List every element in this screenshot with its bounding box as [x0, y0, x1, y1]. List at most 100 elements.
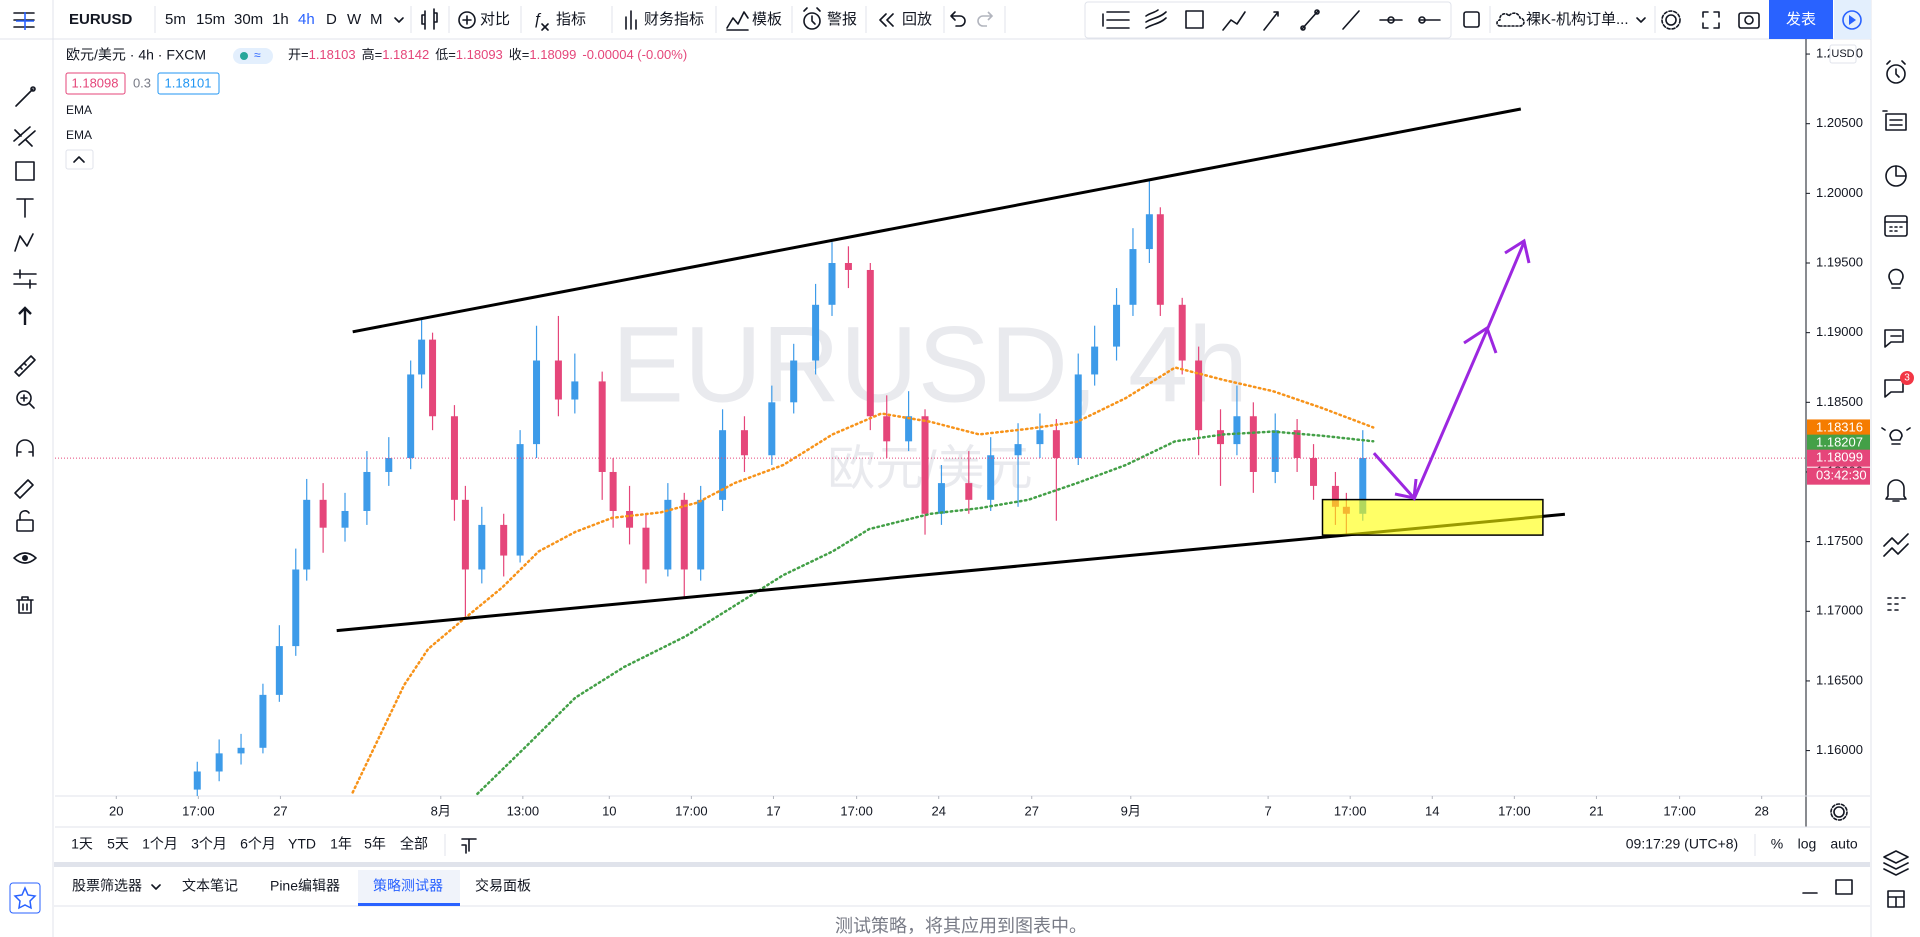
interval[interactable]: 15m [196, 11, 225, 28]
watchlist-icon[interactable] [1882, 110, 1907, 131]
dropdown-icon[interactable] [394, 17, 404, 23]
currency-box[interactable] [1829, 44, 1857, 64]
magnet-tool[interactable] [16, 439, 34, 457]
layout-icon[interactable] [1463, 11, 1480, 28]
chats-icon[interactable] [1884, 379, 1904, 398]
layout-panel-icon[interactable] [1887, 890, 1905, 908]
range-button[interactable]: 6个月 [240, 836, 276, 852]
template-button[interactable]: 模板 [752, 10, 782, 28]
object-tree-icon[interactable] [1883, 850, 1909, 876]
ask-price[interactable]: 1.18101 [165, 75, 212, 90]
layout-name[interactable]: 裸K-机构订单... [1526, 11, 1629, 28]
bid-box[interactable] [65, 72, 126, 95]
interval[interactable]: 30m [234, 11, 263, 28]
range-button[interactable]: 3个月 [191, 836, 227, 852]
prediction-tool[interactable] [13, 269, 37, 289]
range-button[interactable]: 全部 [400, 836, 428, 852]
interval[interactable]: M [370, 11, 383, 28]
shape-tool[interactable] [15, 161, 35, 181]
template-icon[interactable] [726, 11, 749, 31]
dropdown-icon[interactable] [151, 884, 161, 890]
calendar-icon[interactable] [1884, 215, 1908, 237]
chat-icon[interactable] [1884, 329, 1904, 348]
order-panel-icon[interactable] [1887, 597, 1906, 611]
publish-button[interactable] [1769, 0, 1833, 39]
clock[interactable]: 09:17:29 (UTC+8) [1626, 836, 1738, 852]
fullscreen-icon[interactable] [1702, 11, 1720, 29]
financials-icon[interactable] [625, 10, 637, 30]
publish-label[interactable]: 发表 [1786, 11, 1816, 28]
axis-settings-icon[interactable] [1833, 806, 1845, 818]
crosshair-tool[interactable] [16, 12, 34, 30]
notifications-icon[interactable] [1885, 479, 1907, 502]
streams-icon[interactable] [1881, 427, 1911, 445]
dropdown-icon[interactable] [1636, 17, 1646, 23]
trendline-tool[interactable] [15, 88, 34, 107]
range-button[interactable]: YTD [288, 836, 316, 852]
zoom-tool[interactable] [16, 390, 32, 406]
range-button[interactable]: 5年 [364, 836, 386, 852]
draw-mode-tool[interactable] [14, 479, 34, 499]
drawing-tool[interactable] [1342, 10, 1360, 30]
favorites-button[interactable] [9, 882, 41, 914]
drawing-tool[interactable] [1102, 11, 1130, 29]
indicator-name[interactable]: EMA [66, 128, 92, 142]
menu-icon[interactable] [13, 12, 35, 28]
financials-button[interactable]: 财务指标 [644, 11, 704, 28]
log-toggle[interactable]: log [1798, 836, 1817, 852]
indicators-button[interactable]: 指标 [556, 11, 586, 28]
replay-icon[interactable] [879, 13, 894, 27]
collapse-button[interactable] [65, 149, 94, 170]
zone-rectangle[interactable] [1321, 498, 1544, 536]
interval[interactable]: D [326, 11, 337, 28]
drawing-tool[interactable] [1222, 11, 1246, 31]
interval[interactable]: W [347, 11, 362, 28]
drawing-tool[interactable] [1185, 10, 1204, 29]
drawing-tool[interactable] [1145, 9, 1167, 29]
panel-tab[interactable]: 文本笔记 [182, 878, 238, 894]
delete-tool[interactable] [16, 596, 34, 614]
cloud-icon[interactable] [1496, 12, 1525, 27]
pattern-tool[interactable] [14, 233, 34, 252]
ruler-tool[interactable] [14, 355, 36, 377]
snapshot-icon[interactable] [1738, 12, 1760, 29]
range-button[interactable]: 1年 [330, 836, 352, 852]
range-button[interactable]: 1个月 [142, 836, 178, 852]
maximize-icon[interactable] [1835, 879, 1853, 895]
chart-type-icon[interactable] [421, 8, 438, 30]
alerts-icon[interactable] [1886, 64, 1906, 84]
alert-button[interactable]: 警报 [827, 11, 857, 28]
replay-button[interactable]: 回放 [902, 11, 932, 28]
lock-tool[interactable] [16, 519, 34, 532]
drawing-tool[interactable] [1263, 11, 1279, 31]
ideas-icon[interactable] [1888, 268, 1904, 289]
active-tab[interactable] [358, 870, 460, 906]
interval-active[interactable]: 4h [298, 11, 315, 28]
interval[interactable]: 5m [165, 11, 186, 28]
redo-icon[interactable] [977, 11, 994, 27]
panel-tab[interactable]: 交易面板 [475, 878, 531, 894]
auto-toggle[interactable]: auto [1830, 836, 1857, 852]
text-tool[interactable] [16, 198, 34, 218]
hotlist-icon[interactable] [1883, 533, 1909, 557]
projection-path[interactable] [1372, 240, 1526, 502]
panel-tab-active[interactable]: 策略测试器 [373, 878, 443, 894]
alert-icon[interactable] [803, 12, 821, 30]
visibility-tool[interactable] [13, 552, 37, 564]
pitchfork-tool[interactable] [13, 126, 36, 147]
interval[interactable]: 1h [272, 11, 289, 28]
range-button[interactable]: 5天 [107, 836, 129, 852]
settings-icon[interactable] [1665, 14, 1677, 26]
indicator-icon[interactable]: ƒ [533, 11, 542, 28]
symbol[interactable]: EURUSD [69, 11, 133, 28]
market-status[interactable] [233, 48, 273, 64]
panel-tab[interactable]: Pine编辑器 [270, 878, 340, 894]
compare-icon[interactable] [458, 11, 476, 29]
ask-box[interactable] [157, 72, 220, 95]
panel-tab[interactable]: 股票筛选器 [72, 878, 142, 894]
trend-line[interactable] [352, 107, 1522, 334]
bid-price[interactable]: 1.18098 [72, 75, 119, 90]
goto-date-icon[interactable] [461, 838, 477, 854]
indicator-name[interactable]: EMA [66, 103, 92, 117]
percent-toggle[interactable]: % [1771, 836, 1783, 852]
